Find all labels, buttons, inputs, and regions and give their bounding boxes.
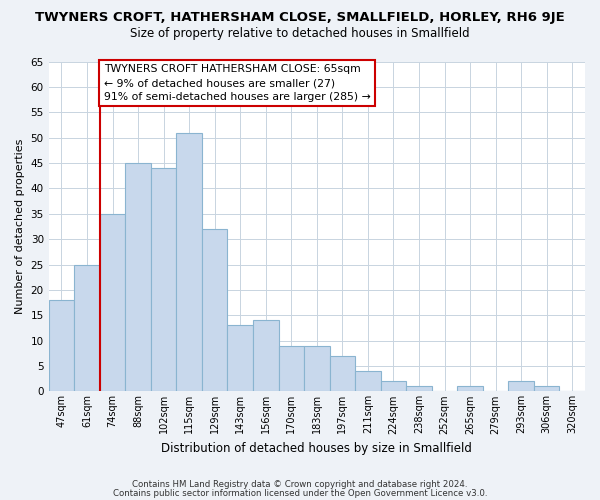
Text: TWYNERS CROFT, HATHERSHAM CLOSE, SMALLFIELD, HORLEY, RH6 9JE: TWYNERS CROFT, HATHERSHAM CLOSE, SMALLFI… [35, 11, 565, 24]
Bar [227, 326, 253, 392]
Bar [125, 163, 151, 392]
Bar [355, 371, 380, 392]
Bar [534, 386, 559, 392]
Bar [202, 229, 227, 392]
Bar [278, 346, 304, 392]
Bar [49, 300, 74, 392]
Text: Contains HM Land Registry data © Crown copyright and database right 2024.: Contains HM Land Registry data © Crown c… [132, 480, 468, 489]
Bar [74, 264, 100, 392]
Bar [457, 386, 483, 392]
Text: Size of property relative to detached houses in Smallfield: Size of property relative to detached ho… [130, 28, 470, 40]
Bar [176, 132, 202, 392]
Bar [304, 346, 329, 392]
Bar [406, 386, 432, 392]
X-axis label: Distribution of detached houses by size in Smallfield: Distribution of detached houses by size … [161, 442, 472, 455]
Bar [253, 320, 278, 392]
Bar [380, 381, 406, 392]
Text: TWYNERS CROFT HATHERSHAM CLOSE: 65sqm
← 9% of detached houses are smaller (27)
9: TWYNERS CROFT HATHERSHAM CLOSE: 65sqm ← … [104, 64, 370, 102]
Bar [329, 356, 355, 392]
Bar [100, 214, 125, 392]
Bar [151, 168, 176, 392]
Bar [508, 381, 534, 392]
Text: Contains public sector information licensed under the Open Government Licence v3: Contains public sector information licen… [113, 488, 487, 498]
Y-axis label: Number of detached properties: Number of detached properties [15, 139, 25, 314]
